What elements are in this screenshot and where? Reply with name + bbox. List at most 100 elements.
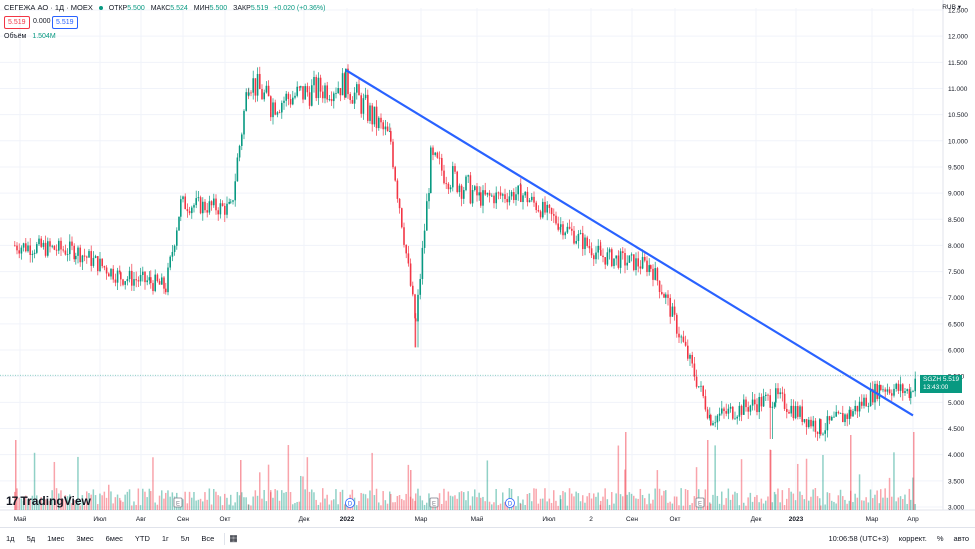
sell-price-button[interactable]: 5.519 [4,16,30,29]
tradingview-logo[interactable]: 17 TradingView [6,494,91,508]
volume-bar [133,501,135,510]
candle-body [700,385,702,387]
volume-bar [579,501,582,510]
candle-body [856,405,859,412]
volume-bar [867,502,870,510]
timeframe-6[interactable]: 1г [161,534,169,543]
candle-body [533,196,535,203]
x-tick-label: Сен [177,516,189,523]
timeframe-list: 1д 5д 1мес 3мес 6мес YTD 1г 5л Все [0,534,220,543]
timeframe-0[interactable]: 1д [6,534,15,543]
candle-body [81,255,84,263]
candle-body [199,197,202,214]
candle-body [195,198,197,206]
tradingview-logo-text: TradingView [20,494,91,508]
volume-bar [213,488,215,510]
candle-body [835,411,837,417]
volume-bar [767,496,769,510]
timeframe-3[interactable]: 3мес [76,534,94,543]
candle-body [228,201,230,204]
dividend-marker-icon[interactable] [505,498,515,508]
volume-bar [417,488,419,510]
y-tick-label: 5.000 [948,400,965,407]
candle-body [108,273,110,277]
price-chart[interactable]: 12.500 12.000 11.500 11.000 10.500 10.000 9.50… [0,0,975,527]
auto-scale-toggle[interactable]: авто [953,534,969,543]
candle-body [608,249,611,253]
candle-body [315,76,317,99]
candle-body [148,277,151,281]
volume-bar [899,496,902,510]
volume-bar [27,499,29,510]
volume-bar [858,474,861,510]
candle-body [682,336,685,342]
volume-bar [452,496,454,510]
candle-body [55,249,58,251]
candle-body [243,110,245,135]
candle-body [899,384,902,391]
candle-body [339,88,342,96]
x-tick-label: 2023 [789,516,804,523]
candle-body [828,416,831,421]
volume-label: Объём [4,33,27,40]
candle-body [378,117,380,129]
high-value: 5.524 [170,5,188,12]
candle-body [75,255,77,260]
candle-body [176,230,178,246]
candle-body [910,391,912,399]
earnings-marker-icon[interactable] [429,497,439,508]
candle-body [673,306,676,315]
trend-line[interactable] [345,69,914,417]
volume-bar [335,489,337,510]
candle-body [878,385,881,399]
candle-body [248,92,250,96]
candle-body [364,94,367,99]
candle-body [394,167,396,181]
buy-price-button[interactable]: 5.519 [52,16,78,29]
candle-body [736,416,738,419]
currency-selector[interactable]: RUB ▾ [942,3,961,11]
volume-bar [846,503,848,510]
candle-body [202,201,204,214]
volume-bar [283,492,285,510]
candle-body [797,406,799,417]
candle-body [906,389,908,392]
volume-bar [60,490,62,510]
calendar-icon[interactable]: ▦ [229,533,238,543]
candle-body [403,227,405,245]
volume-bar [369,490,371,510]
earnings-marker-icon[interactable] [173,497,183,508]
volume-bar [392,502,394,510]
timeframe-4[interactable]: 6мес [105,534,123,543]
volume-bar [904,494,906,510]
earnings-marker-icon[interactable] [695,497,705,508]
volume-bar [727,488,730,510]
volume-bar [760,498,763,510]
candle-body [831,416,833,421]
candle-body [328,99,331,100]
adjust-toggle[interactable]: коррект. [898,534,927,543]
timeframe-1[interactable]: 5д [26,534,36,543]
timeframe-7[interactable]: 5л [180,534,190,543]
candle-body [49,241,51,247]
percent-toggle[interactable]: % [936,534,944,543]
candle-body [630,254,633,256]
volume-bar [403,500,405,510]
clock-time[interactable]: 10:06:58 (UTC+3) [828,534,889,543]
timeframe-2[interactable]: 1мес [47,534,65,543]
candle-body [20,247,23,254]
volume-bar [202,501,204,510]
candle-body [267,85,270,97]
candle-body [902,384,904,393]
dividend-marker-icon[interactable] [345,498,355,508]
candle-body [154,274,156,292]
symbol-title[interactable]: СЕГЕЖА АО · 1Д · MOEX [4,3,93,12]
volume-bar [330,500,333,510]
candle-body [575,241,577,244]
volume-bar [103,491,106,510]
candle-body [839,413,842,414]
price-tag-value: 5.519 [942,376,960,383]
volume-bar [869,489,872,510]
timeframe-8[interactable]: Все [201,534,215,543]
timeframe-5[interactable]: YTD [134,534,150,543]
